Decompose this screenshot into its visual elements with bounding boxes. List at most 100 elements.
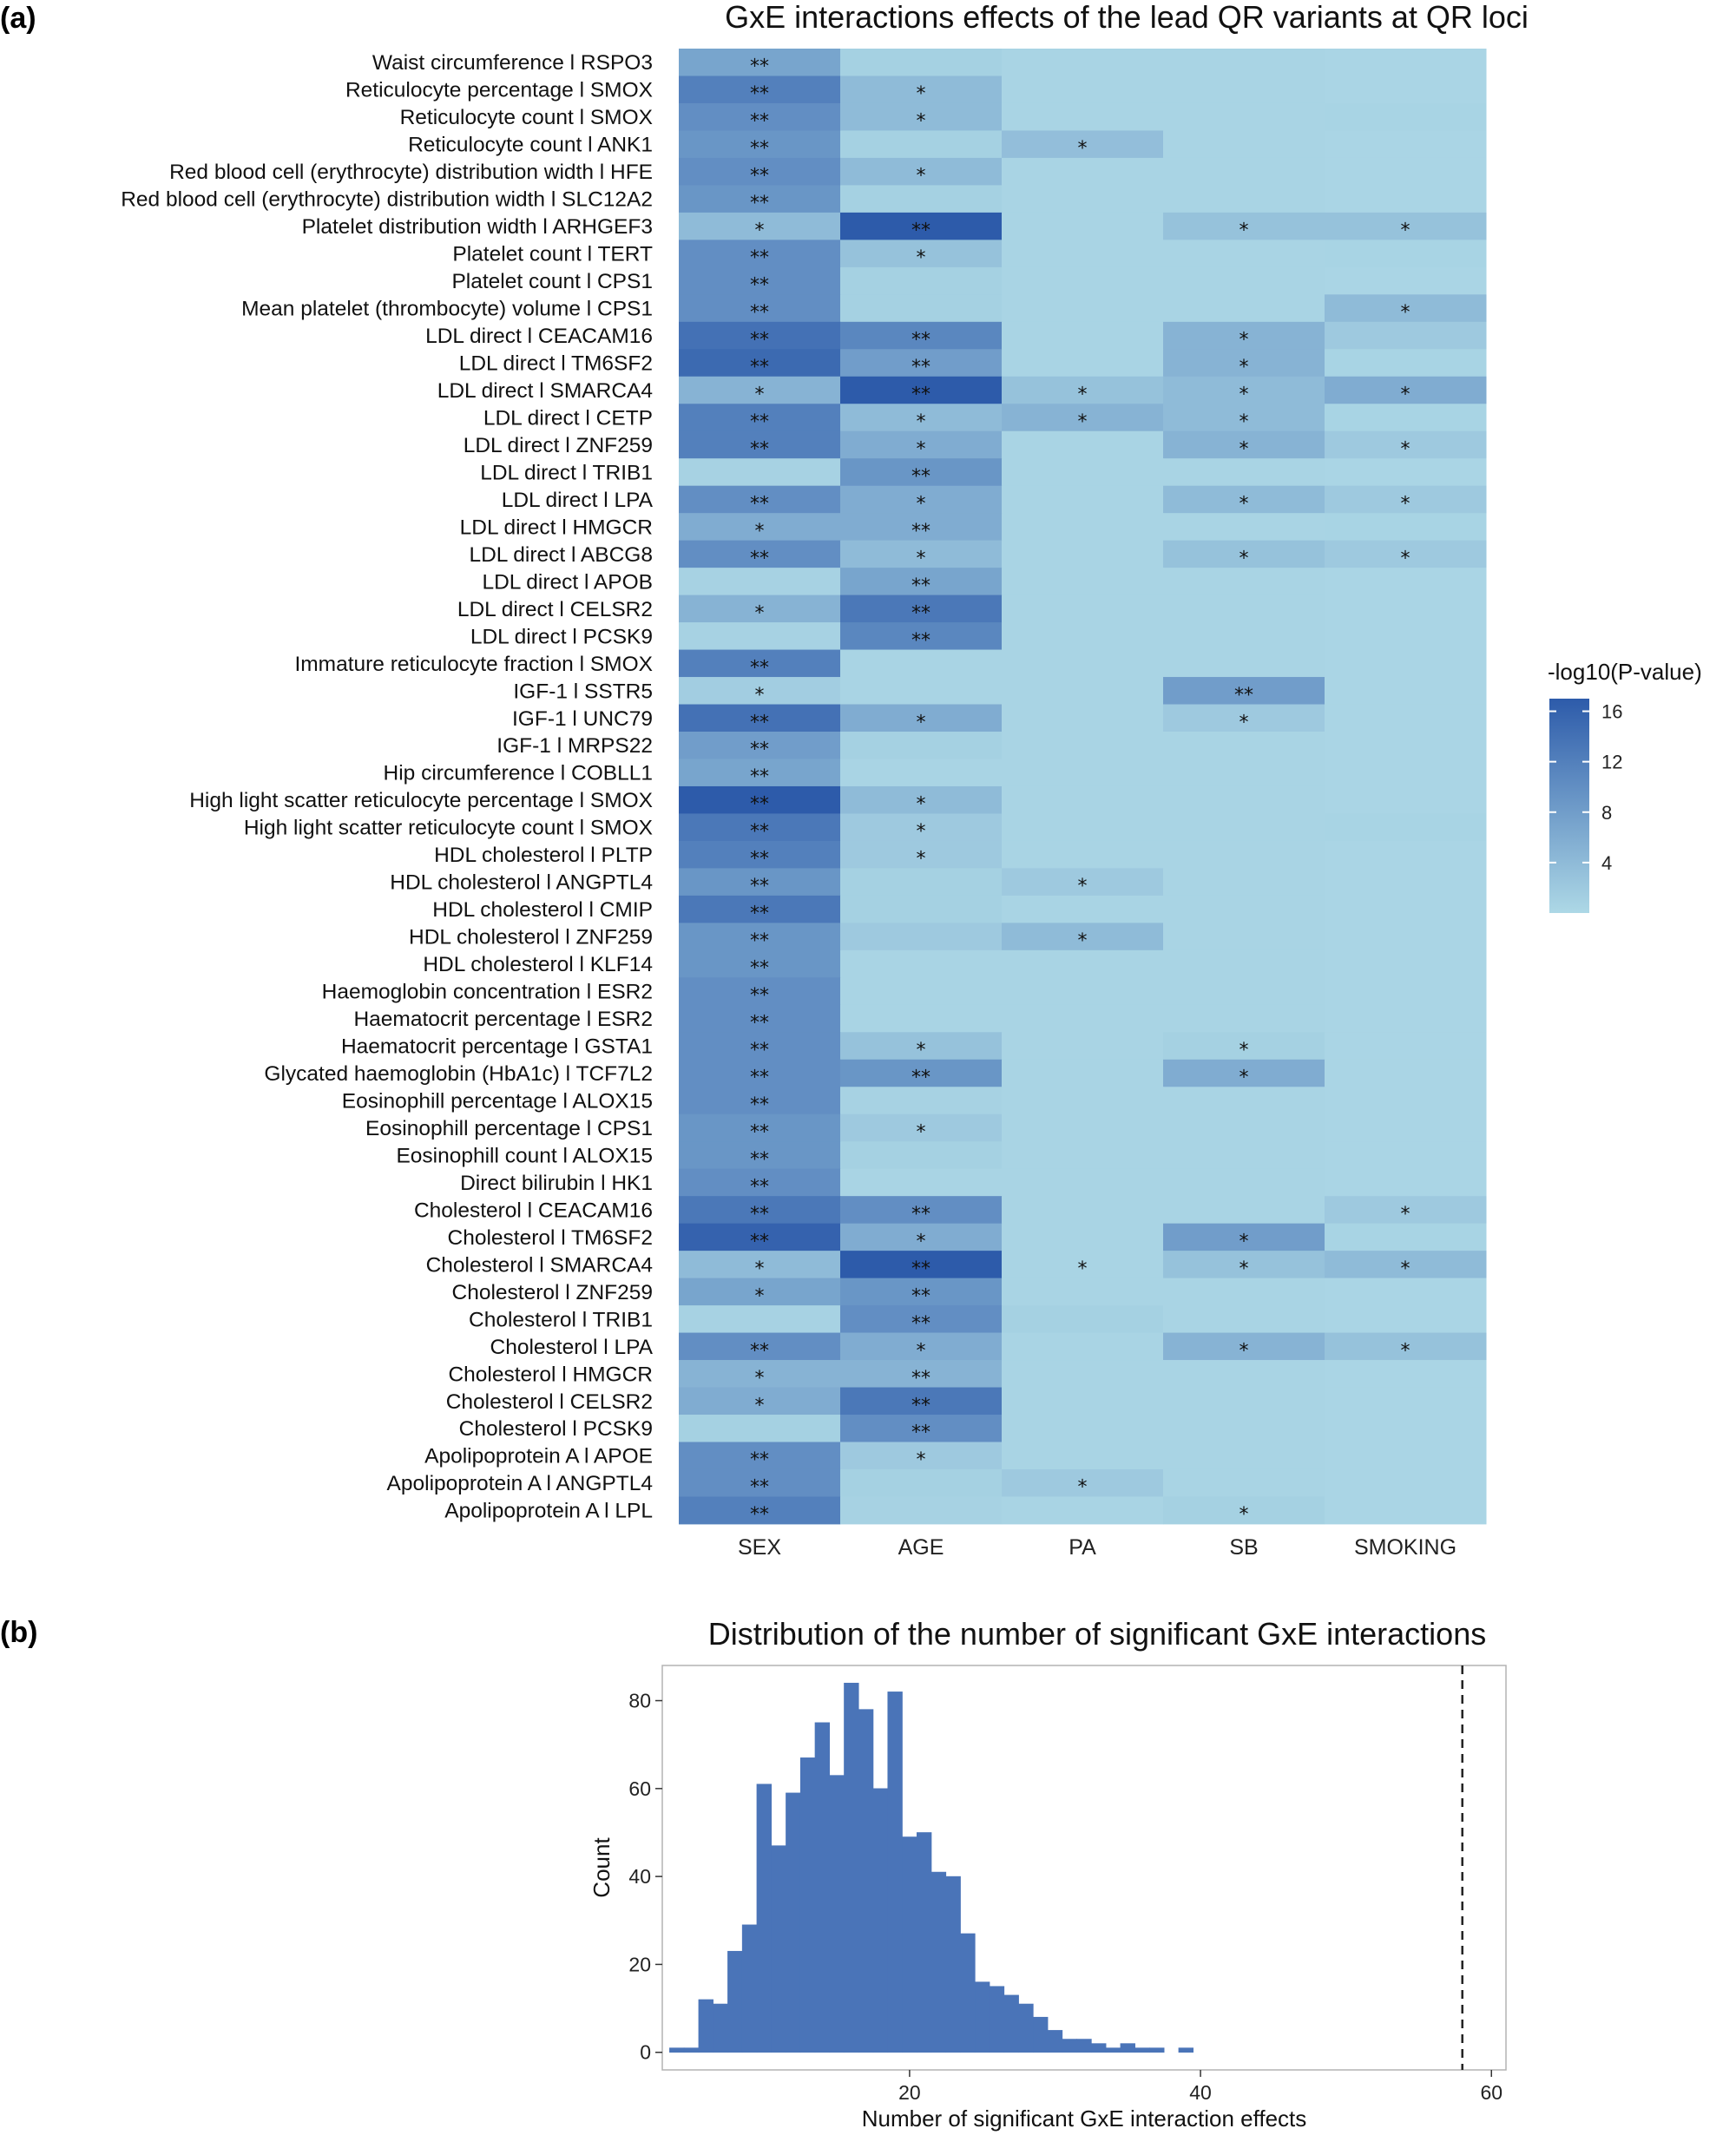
heatmap-cell	[1325, 568, 1487, 596]
significance-star: *	[917, 166, 926, 187]
significance-star: **	[911, 521, 930, 542]
heatmap-cell	[1325, 1442, 1487, 1470]
heatmap-cell	[679, 1223, 841, 1251]
significance-star: *	[1078, 384, 1088, 406]
heatmap-cell	[1325, 1113, 1487, 1142]
heatmap-cell	[679, 294, 841, 323]
heatmap-cell	[679, 76, 841, 104]
heatmap-cell	[1325, 157, 1487, 186]
heatmap-cell	[1325, 430, 1487, 459]
heatmap-cell	[679, 130, 841, 159]
heatmap-cell	[1325, 76, 1487, 104]
histogram-bar	[989, 1986, 1005, 2053]
heatmap-cell	[1163, 923, 1325, 951]
heatmap-cell	[840, 1468, 1003, 1497]
heatmap-cell	[1325, 266, 1487, 295]
significance-star: **	[750, 930, 769, 952]
column-label: SMOKING	[1354, 1535, 1457, 1560]
histogram-bar	[1134, 2047, 1150, 2053]
heatmap-cell	[1325, 1196, 1487, 1225]
heatmap-cell	[840, 294, 1003, 323]
significance-star: *	[917, 111, 926, 133]
heatmap-cell	[840, 266, 1003, 295]
heatmap-cell	[840, 949, 1003, 978]
histogram-y-axis-label: Count	[589, 1837, 615, 1898]
heatmap-cell	[1163, 458, 1325, 487]
heatmap-cell	[1325, 1468, 1487, 1497]
heatmap-cell	[679, 1113, 841, 1142]
row-label: Apolipoprotein A l LPL	[444, 1500, 653, 1523]
heatmap-cell	[1163, 266, 1325, 295]
heatmap-cell	[1163, 1223, 1325, 1251]
significance-star: **	[750, 1040, 769, 1061]
row-label: Cholesterol l TM6SF2	[448, 1226, 653, 1250]
significance-star: **	[750, 1231, 769, 1252]
heatmap-cell	[1002, 321, 1164, 350]
histogram-bar	[960, 1933, 976, 2053]
heatmap-cell	[1163, 404, 1325, 432]
histogram-bars	[669, 1682, 1194, 2053]
row-label: Direct bilirubin l HK1	[460, 1172, 653, 1195]
heatmap-cell	[679, 595, 841, 623]
heatmap-cell	[1002, 485, 1164, 514]
significance-star: *	[755, 384, 765, 406]
heatmap-cell	[840, 404, 1003, 432]
significance-star: **	[911, 630, 930, 652]
column-label: AGE	[898, 1535, 944, 1560]
heatmap-cell	[1002, 49, 1164, 76]
heatmap-cell	[679, 266, 841, 295]
row-label: Hip circumference l COBLL1	[384, 762, 653, 785]
heatmap-cell	[679, 321, 841, 350]
heatmap-cell	[840, 1196, 1003, 1225]
heatmap-cell	[1163, 240, 1325, 268]
heatmap-cell	[1163, 157, 1325, 186]
legend-tick-label: 8	[1601, 802, 1612, 824]
heatmap-cell	[840, 49, 1003, 76]
row-label: Reticulocyte count l SMOX	[400, 106, 653, 129]
heatmap-cell	[1002, 977, 1164, 1006]
heatmap-cell	[1163, 840, 1325, 869]
heatmap-cell	[1325, 923, 1487, 951]
heatmap-cell	[840, 677, 1003, 706]
row-label: Haematocrit percentage l ESR2	[353, 1008, 653, 1031]
x-tick-label: 60	[1480, 2081, 1503, 2104]
significance-star: **	[750, 985, 769, 1007]
heatmap-cell	[1002, 1223, 1164, 1251]
heatmap-cell	[1163, 49, 1325, 76]
row-label: Haematocrit percentage l GSTA1	[341, 1035, 653, 1059]
significance-star: **	[750, 138, 769, 160]
row-label: LDL direct l LPA	[502, 489, 654, 512]
heatmap-cell	[1325, 321, 1487, 350]
significance-star: *	[917, 411, 926, 433]
significance-star: **	[911, 466, 930, 488]
histogram-bar	[844, 1682, 859, 2053]
row-label: High light scatter reticulocyte percenta…	[189, 789, 653, 812]
heatmap-cell	[1163, 1059, 1325, 1087]
row-label: Glycated haemoglobin (HbA1c) l TCF7L2	[264, 1062, 653, 1086]
row-label: LDL direct l CELSR2	[457, 598, 653, 621]
heatmap-cell	[1163, 1468, 1325, 1497]
heatmap-cell	[1325, 513, 1487, 542]
heatmap-cell	[1163, 949, 1325, 978]
heatmap-cell	[679, 49, 841, 76]
heatmap-cell	[1325, 677, 1487, 706]
heatmap-cell	[1163, 76, 1325, 104]
heatmap-cell	[840, 130, 1003, 159]
significance-star: **	[750, 1068, 769, 1089]
heatmap-cell	[1163, 130, 1325, 159]
heatmap-cell	[1002, 185, 1164, 214]
heatmap-cell	[1325, 1004, 1487, 1033]
significance-star: **	[750, 712, 769, 733]
heatmap-cell	[840, 321, 1003, 350]
row-label: Cholesterol l CEACAM16	[414, 1199, 653, 1222]
heatmap-cell	[840, 895, 1003, 923]
heatmap-cell	[1163, 349, 1325, 378]
significance-star: *	[755, 1395, 765, 1416]
significance-star: **	[750, 766, 769, 788]
heatmap-cell	[840, 1168, 1003, 1197]
heatmap-cell	[1002, 349, 1164, 378]
heatmap-cell	[840, 102, 1003, 131]
heatmap-cell	[1163, 1087, 1325, 1115]
heatmap-cell	[840, 840, 1003, 869]
